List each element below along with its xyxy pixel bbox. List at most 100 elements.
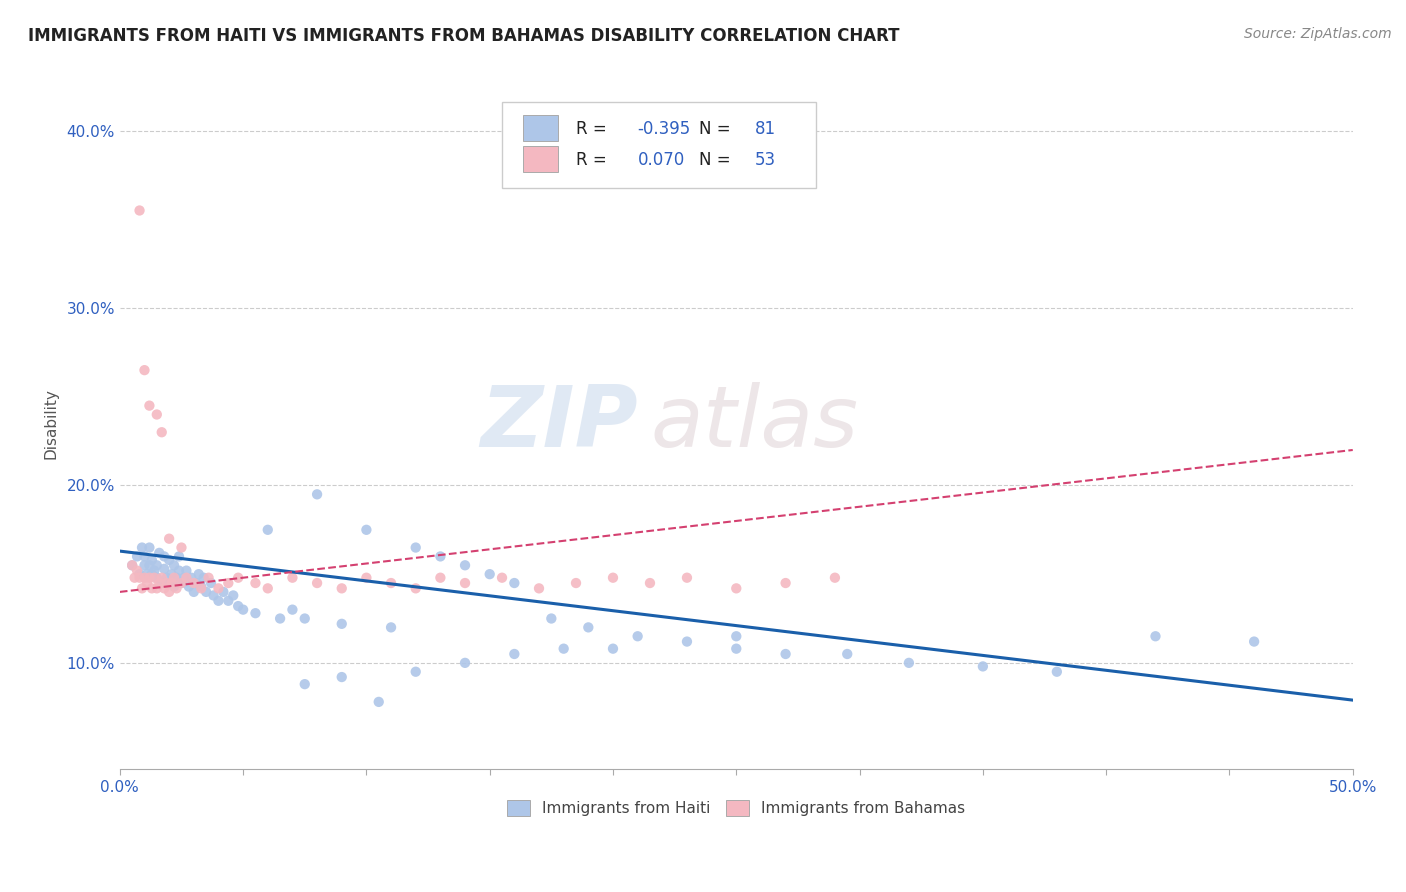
Point	[121, 558, 143, 573]
Point	[565, 576, 588, 591]
Point	[269, 611, 291, 625]
Point	[454, 558, 477, 573]
Text: atlas: atlas	[650, 382, 858, 465]
Point	[256, 582, 278, 596]
Point	[163, 571, 186, 585]
Point	[148, 546, 170, 560]
Point	[170, 576, 193, 591]
Point	[226, 599, 249, 613]
Point	[294, 611, 316, 625]
Point	[207, 582, 229, 596]
Point	[157, 585, 180, 599]
Point	[148, 576, 170, 591]
Point	[200, 576, 222, 591]
Point	[125, 549, 148, 564]
Text: 81: 81	[755, 120, 776, 138]
Point	[128, 571, 150, 585]
Point	[676, 634, 699, 648]
Point	[136, 576, 159, 591]
Point	[540, 611, 562, 625]
Point	[638, 576, 661, 591]
Point	[824, 571, 846, 585]
Point	[153, 562, 176, 576]
Point	[193, 571, 215, 585]
Point	[157, 576, 180, 591]
Point	[146, 408, 169, 422]
Point	[166, 571, 188, 585]
Point	[380, 576, 402, 591]
Point	[405, 582, 427, 596]
Bar	[523, 115, 558, 141]
Point	[138, 541, 160, 555]
Point	[136, 567, 159, 582]
Point	[128, 203, 150, 218]
Point	[1046, 665, 1069, 679]
Point	[153, 582, 176, 596]
Point	[503, 576, 526, 591]
Point	[141, 553, 163, 567]
Point	[157, 553, 180, 567]
Text: R =: R =	[576, 152, 607, 169]
Point	[183, 585, 205, 599]
Point	[176, 564, 198, 578]
Legend: Immigrants from Haiti, Immigrants from Bahamas: Immigrants from Haiti, Immigrants from B…	[499, 793, 973, 824]
Point	[134, 549, 156, 564]
Point	[307, 576, 329, 591]
Point	[356, 571, 378, 585]
Point	[217, 576, 239, 591]
Point	[602, 641, 624, 656]
Point	[380, 620, 402, 634]
Point	[170, 541, 193, 555]
Point	[138, 571, 160, 585]
Point	[157, 532, 180, 546]
Point	[294, 677, 316, 691]
Point	[207, 594, 229, 608]
Point	[138, 558, 160, 573]
Point	[356, 523, 378, 537]
Point	[177, 580, 200, 594]
Point	[143, 571, 166, 585]
Point	[627, 629, 650, 643]
Point	[167, 564, 190, 578]
Text: -0.395: -0.395	[638, 120, 690, 138]
Point	[150, 576, 173, 591]
Point	[121, 558, 143, 573]
Point	[837, 647, 859, 661]
Point	[131, 582, 153, 596]
Point	[176, 571, 198, 585]
Point	[143, 564, 166, 578]
Point	[146, 571, 169, 585]
Text: IMMIGRANTS FROM HAITI VS IMMIGRANTS FROM BAHAMAS DISABILITY CORRELATION CHART: IMMIGRANTS FROM HAITI VS IMMIGRANTS FROM…	[28, 27, 900, 45]
Point	[128, 567, 150, 582]
Point	[405, 541, 427, 555]
Y-axis label: Disability: Disability	[44, 388, 58, 458]
Point	[1144, 629, 1167, 643]
Point	[138, 399, 160, 413]
Point	[1243, 634, 1265, 648]
Point	[232, 602, 254, 616]
Point	[245, 576, 267, 591]
Point	[134, 571, 156, 585]
Point	[307, 487, 329, 501]
Point	[775, 576, 797, 591]
Point	[190, 582, 212, 596]
Point	[180, 571, 202, 585]
Point	[405, 665, 427, 679]
Bar	[523, 146, 558, 172]
Point	[156, 576, 179, 591]
Point	[256, 523, 278, 537]
Point	[725, 582, 748, 596]
Point	[160, 576, 183, 591]
Point	[491, 571, 513, 585]
Point	[330, 670, 353, 684]
Point	[160, 567, 183, 582]
Point	[166, 582, 188, 596]
Point	[245, 606, 267, 620]
Point	[527, 582, 550, 596]
Point	[190, 580, 212, 594]
Point	[163, 580, 186, 594]
Point	[156, 571, 179, 585]
Point	[170, 576, 193, 591]
Point	[454, 656, 477, 670]
Point	[576, 620, 599, 634]
